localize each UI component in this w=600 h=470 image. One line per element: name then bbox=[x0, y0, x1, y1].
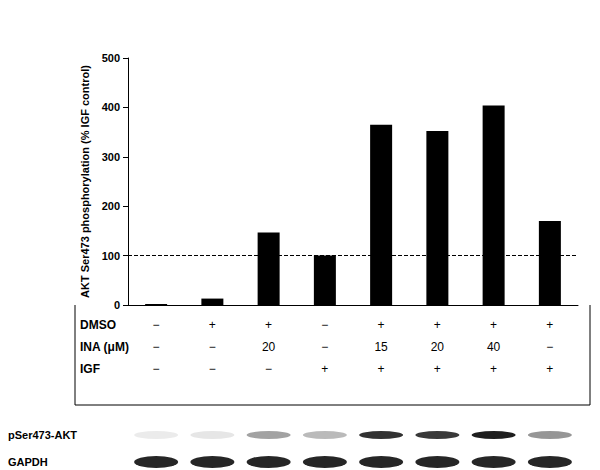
svg-text:200: 200 bbox=[102, 200, 120, 212]
svg-text:20: 20 bbox=[262, 340, 276, 354]
svg-text:AKT Ser473 phosphorylation (%: AKT Ser473 phosphorylation (% IGF contro… bbox=[79, 65, 91, 298]
svg-text:+: + bbox=[378, 318, 385, 332]
svg-text:−: − bbox=[209, 362, 216, 376]
svg-text:400: 400 bbox=[102, 101, 120, 113]
svg-text:0: 0 bbox=[114, 299, 120, 311]
svg-text:GAPDH: GAPDH bbox=[8, 456, 48, 468]
svg-text:−: − bbox=[321, 340, 328, 354]
svg-text:−: − bbox=[546, 340, 553, 354]
svg-text:−: − bbox=[153, 362, 160, 376]
svg-text:+: + bbox=[546, 362, 553, 376]
svg-text:INA (μM): INA (μM) bbox=[80, 340, 129, 354]
svg-text:+: + bbox=[546, 318, 553, 332]
svg-text:+: + bbox=[378, 362, 385, 376]
svg-text:−: − bbox=[321, 318, 328, 332]
svg-text:+: + bbox=[434, 362, 441, 376]
svg-text:−: − bbox=[153, 318, 160, 332]
svg-text:+: + bbox=[265, 318, 272, 332]
svg-text:100: 100 bbox=[102, 250, 120, 262]
svg-text:+: + bbox=[490, 318, 497, 332]
svg-text:500: 500 bbox=[102, 52, 120, 64]
svg-text:+: + bbox=[490, 362, 497, 376]
svg-text:40: 40 bbox=[487, 340, 501, 354]
svg-text:−: − bbox=[209, 340, 216, 354]
svg-text:IGF: IGF bbox=[80, 362, 100, 376]
svg-text:20: 20 bbox=[431, 340, 445, 354]
svg-text:300: 300 bbox=[102, 151, 120, 163]
svg-text:DMSO: DMSO bbox=[80, 318, 116, 332]
svg-text:+: + bbox=[434, 318, 441, 332]
svg-text:15: 15 bbox=[374, 340, 388, 354]
svg-text:−: − bbox=[265, 362, 272, 376]
svg-text:+: + bbox=[321, 362, 328, 376]
svg-text:+: + bbox=[209, 318, 216, 332]
svg-text:pSer473-AKT: pSer473-AKT bbox=[8, 429, 77, 441]
svg-text:−: − bbox=[153, 340, 160, 354]
